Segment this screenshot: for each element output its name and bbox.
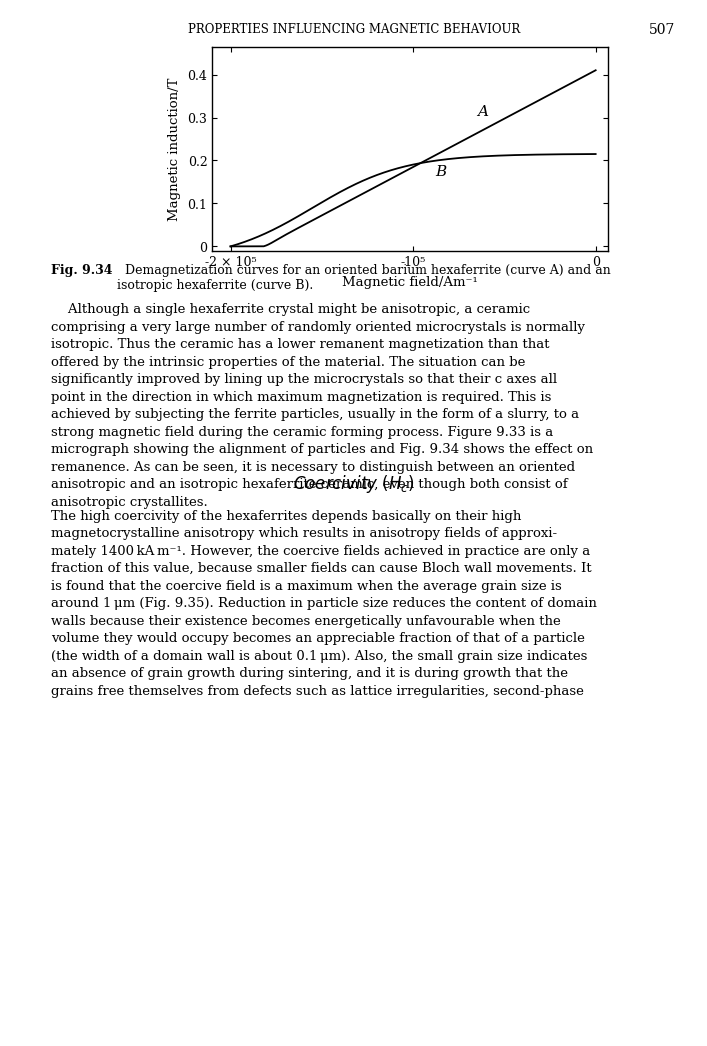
Text: PROPERTIES INFLUENCING MAGNETIC BEHAVIOUR: PROPERTIES INFLUENCING MAGNETIC BEHAVIOU…: [187, 23, 520, 36]
Text: Although a single hexaferrite crystal might be anisotropic, a ceramic
comprising: Although a single hexaferrite crystal mi…: [51, 303, 592, 508]
X-axis label: Magnetic field/Am⁻¹: Magnetic field/Am⁻¹: [342, 276, 478, 289]
Y-axis label: Magnetic induction/T: Magnetic induction/T: [168, 77, 180, 221]
Text: Demagnetization curves for an oriented barium hexaferrite (curve A) and an
isotr: Demagnetization curves for an oriented b…: [117, 264, 610, 292]
Text: $\mathit{Coercivity\ (H_c)}$: $\mathit{Coercivity\ (H_c)}$: [293, 473, 414, 495]
Text: 507: 507: [649, 23, 675, 37]
Text: Fig. 9.34: Fig. 9.34: [51, 264, 112, 276]
Text: A: A: [477, 105, 488, 119]
Text: B: B: [435, 165, 446, 179]
Text: The high coercivity of the hexaferrites depends basically on their high
magnetoc: The high coercivity of the hexaferrites …: [51, 509, 597, 698]
